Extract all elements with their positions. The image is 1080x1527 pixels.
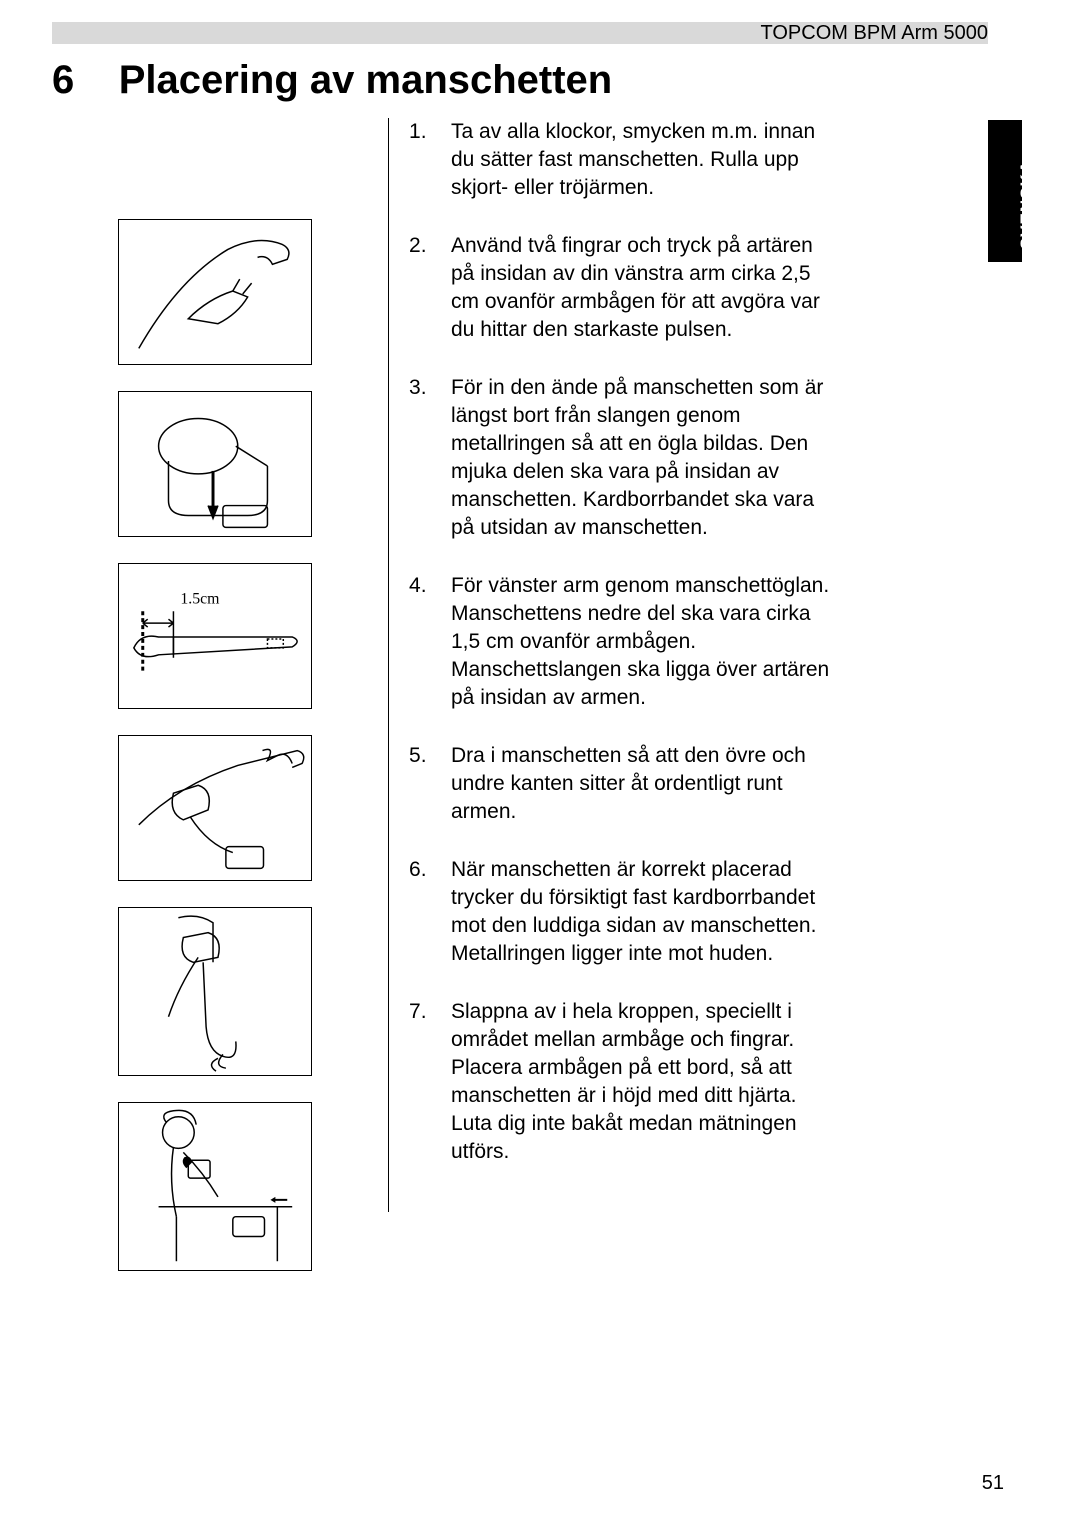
section-title: 6 Placering av manschetten (52, 58, 612, 103)
section-heading: Placering av manschetten (119, 58, 613, 102)
arm-hanging-icon (119, 907, 311, 1076)
instruction-item: För vänster arm genom manschettöglan. Ma… (409, 572, 842, 712)
illustration-column: 1.5cm (118, 219, 312, 1297)
instruction-item: Dra i manschetten så att den övre och un… (409, 742, 842, 826)
instruction-item: Slappna av i hela kroppen, speciellt i o… (409, 998, 842, 1166)
arm-cuff-icon (119, 735, 311, 881)
illustration-step-6 (118, 1102, 312, 1271)
instruction-item: När manschetten är korrekt placerad tryc… (409, 856, 842, 968)
arm-measurement-icon: 1.5cm (119, 563, 311, 709)
illustration-step-3: 1.5cm (118, 563, 312, 709)
instruction-list: Ta av alla klockor, smycken m.m. innan d… (388, 118, 842, 1212)
section-number: 6 (52, 58, 74, 102)
product-name: TOPCOM BPM Arm 5000 (761, 22, 988, 44)
page-number: 51 (982, 1472, 1004, 1495)
language-tab-label: SVENSKA (1017, 160, 1037, 249)
instruction-item: För in den ände på manschetten som är lä… (409, 374, 842, 542)
instruction-item: Ta av alla klockor, smycken m.m. innan d… (409, 118, 842, 202)
illustration-step-1 (118, 219, 312, 365)
arm-pulse-icon (119, 219, 311, 365)
illustration-step-5 (118, 907, 312, 1076)
person-sitting-icon (119, 1102, 311, 1271)
instruction-item: Använd två fingrar och tryck på artären … (409, 232, 842, 344)
cuff-ring-icon (119, 391, 311, 537)
illustration-step-4 (118, 735, 312, 881)
illustration-step-2 (118, 391, 312, 537)
dimension-label: 1.5cm (180, 590, 220, 607)
